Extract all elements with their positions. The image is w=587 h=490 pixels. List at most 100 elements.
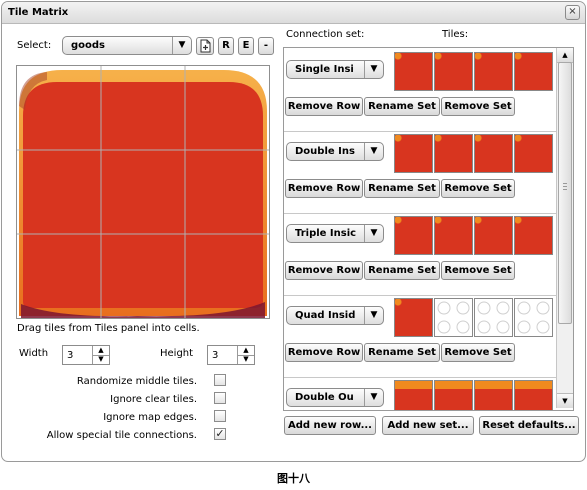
remove-row-button[interactable]: Remove Row bbox=[285, 343, 363, 362]
tile-matrix-canvas[interactable] bbox=[16, 65, 270, 319]
set-name-select[interactable]: Quad Insid ▼ bbox=[286, 306, 384, 325]
close-icon[interactable]: × bbox=[565, 5, 580, 20]
width-label: Width bbox=[19, 348, 49, 359]
remove-set-button[interactable]: Remove Set bbox=[441, 261, 515, 280]
window-title: Tile Matrix bbox=[8, 7, 69, 18]
new-file-icon bbox=[200, 39, 211, 53]
empty-tile-cell[interactable] bbox=[434, 298, 473, 337]
set-name-select[interactable]: Double Ou ▼ bbox=[286, 388, 384, 407]
set-name-value: Double Ins bbox=[295, 146, 355, 157]
tile-cell[interactable] bbox=[474, 380, 513, 410]
chevron-down-icon[interactable]: ▼ bbox=[364, 389, 383, 406]
title-bar: Tile Matrix × bbox=[2, 2, 585, 24]
tile-cell[interactable] bbox=[474, 52, 513, 91]
height-up-icon[interactable]: ▲ bbox=[238, 346, 254, 356]
tiles-strip[interactable] bbox=[394, 298, 554, 338]
tile-cell[interactable] bbox=[394, 380, 433, 410]
connection-set-list[interactable]: Single Insi ▼ Remove Row Rename Set Remove S… bbox=[283, 47, 574, 411]
ignore-edges-label: Ignore map edges. bbox=[103, 412, 197, 423]
width-down-icon[interactable]: ▼ bbox=[98, 355, 104, 363]
rename-set-button[interactable]: Rename Set bbox=[364, 261, 440, 280]
width-value: 3 bbox=[67, 350, 74, 361]
set-name-select[interactable]: Single Insi ▼ bbox=[286, 60, 384, 79]
connection-set-row: Double Ins ▼ Remove Row Rename Set Remove Se… bbox=[284, 132, 556, 214]
add-new-row-button[interactable]: Add new row... bbox=[284, 416, 376, 435]
remove-row-button[interactable]: Remove Row bbox=[285, 97, 363, 116]
set-name-select[interactable]: Double Ins ▼ bbox=[286, 142, 384, 161]
new-file-button[interactable] bbox=[196, 37, 214, 55]
chevron-down-icon[interactable]: ▼ bbox=[364, 61, 383, 78]
rename-set-button[interactable]: Rename Set bbox=[364, 343, 440, 362]
tile-preview bbox=[17, 66, 269, 318]
connection-set-header: Connection set: bbox=[286, 29, 365, 40]
connection-set-row: Triple Insic ▼ Remove Row Rename Set Remove … bbox=[284, 214, 556, 296]
tile-cell[interactable] bbox=[474, 216, 513, 255]
scroll-up-icon[interactable]: ▲ bbox=[557, 48, 573, 63]
scrollbar[interactable]: ▲ ▼ bbox=[556, 48, 573, 408]
remove-button[interactable]: - bbox=[258, 37, 274, 55]
remove-set-button[interactable]: Remove Set bbox=[441, 343, 515, 362]
height-down-icon[interactable]: ▼ bbox=[243, 355, 249, 363]
height-stepper[interactable]: 3 ▲ ▼ bbox=[207, 345, 255, 365]
empty-tile-cell[interactable] bbox=[474, 298, 513, 337]
tile-cell[interactable] bbox=[394, 134, 433, 173]
e-button[interactable]: E bbox=[238, 37, 254, 55]
drag-hint: Drag tiles from Tiles panel into cells. bbox=[17, 323, 200, 334]
tile-cell[interactable] bbox=[434, 134, 473, 173]
set-name-value: Double Ou bbox=[295, 392, 354, 403]
randomize-checkbox[interactable] bbox=[214, 374, 226, 386]
chevron-down-icon[interactable]: ▼ bbox=[364, 143, 383, 160]
tileset-select-value: goods bbox=[71, 40, 106, 51]
tile-cell[interactable] bbox=[394, 298, 433, 337]
tile-cell[interactable] bbox=[514, 380, 553, 410]
remove-row-button[interactable]: Remove Row bbox=[285, 179, 363, 198]
scroll-down-icon[interactable]: ▼ bbox=[557, 393, 573, 408]
ignore-clear-checkbox[interactable] bbox=[214, 392, 226, 404]
ignore-edges-checkbox[interactable] bbox=[214, 410, 226, 422]
r-button[interactable]: R bbox=[218, 37, 234, 55]
tile-cell[interactable] bbox=[514, 52, 553, 91]
tile-cell[interactable] bbox=[434, 52, 473, 91]
tiles-strip[interactable] bbox=[394, 52, 554, 92]
special-connections-label: Allow special tile connections. bbox=[46, 430, 197, 441]
add-new-set-button[interactable]: Add new set... bbox=[382, 416, 474, 435]
tile-cell[interactable] bbox=[394, 216, 433, 255]
reset-defaults-button[interactable]: Reset defaults... bbox=[479, 416, 579, 435]
randomize-label: Randomize middle tiles. bbox=[76, 376, 197, 387]
set-name-select[interactable]: Triple Insic ▼ bbox=[286, 224, 384, 243]
height-label: Height bbox=[160, 348, 194, 359]
remove-set-button[interactable]: Remove Set bbox=[441, 179, 515, 198]
tile-cell[interactable] bbox=[514, 216, 553, 255]
tile-matrix-window: Tile Matrix × Select: goods ▼ R E - bbox=[1, 1, 586, 462]
empty-tile-cell[interactable] bbox=[514, 298, 553, 337]
tile-cell[interactable] bbox=[434, 216, 473, 255]
tiles-strip[interactable] bbox=[394, 134, 554, 174]
rename-set-button[interactable]: Rename Set bbox=[364, 97, 440, 116]
set-name-value: Triple Insic bbox=[295, 228, 357, 239]
figure-caption: 图十八 bbox=[277, 472, 310, 485]
tiles-strip[interactable] bbox=[394, 216, 554, 256]
scrollbar-thumb[interactable] bbox=[558, 62, 572, 324]
tile-cell[interactable] bbox=[434, 380, 473, 410]
chevron-down-icon[interactable]: ▼ bbox=[172, 37, 191, 54]
width-up-icon[interactable]: ▲ bbox=[93, 346, 109, 356]
tile-cell[interactable] bbox=[394, 52, 433, 91]
chevron-down-icon[interactable]: ▼ bbox=[364, 307, 383, 324]
remove-set-button[interactable]: Remove Set bbox=[441, 97, 515, 116]
height-value: 3 bbox=[212, 350, 219, 361]
special-connections-checkbox[interactable]: ✓ bbox=[214, 427, 226, 440]
remove-row-button[interactable]: Remove Row bbox=[285, 261, 363, 280]
set-name-value: Quad Insid bbox=[295, 310, 356, 321]
chevron-down-icon[interactable]: ▼ bbox=[364, 225, 383, 242]
ignore-clear-label: Ignore clear tiles. bbox=[110, 394, 197, 405]
tiles-strip[interactable] bbox=[394, 380, 554, 410]
connection-set-row: Single Insi ▼ Remove Row Rename Set Remove S… bbox=[284, 50, 556, 132]
tile-cell[interactable] bbox=[514, 134, 553, 173]
select-label: Select: bbox=[17, 40, 52, 51]
set-name-value: Single Insi bbox=[295, 64, 354, 75]
tileset-select[interactable]: goods ▼ bbox=[62, 36, 192, 55]
tile-cell[interactable] bbox=[474, 134, 513, 173]
width-stepper[interactable]: 3 ▲ ▼ bbox=[62, 345, 110, 365]
rename-set-button[interactable]: Rename Set bbox=[364, 179, 440, 198]
